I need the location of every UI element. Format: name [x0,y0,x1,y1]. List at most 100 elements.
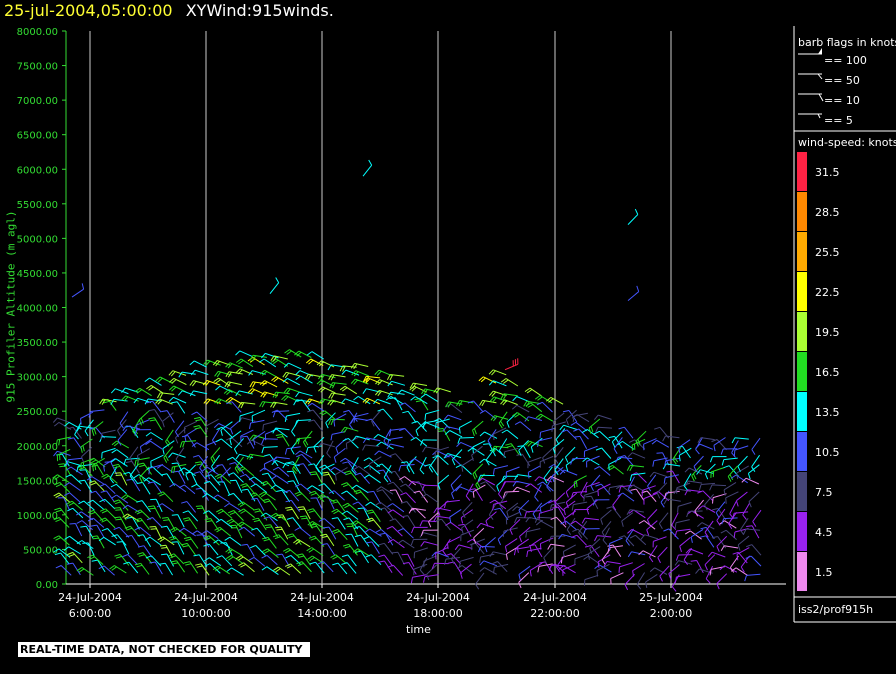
wind-barb [340,426,359,434]
y-tick-label: 5500.00 [17,200,58,211]
wind-barb [445,553,462,565]
wind-barb [671,512,679,531]
wind-barb [353,489,370,501]
wind-barb [477,477,496,486]
wind-barb [652,457,668,467]
wind-barb [55,436,72,446]
wind-barb [743,528,761,535]
wind-barb [716,535,728,552]
color-label: 19.5 [815,326,840,339]
wind-barb [626,464,645,472]
wind-barb [111,449,129,459]
wind-barb [366,517,382,530]
wind-barb [353,412,369,423]
wind-barb [171,541,185,555]
wind-barb [116,541,130,555]
wind-barb [648,545,658,563]
wind-barb [410,436,428,447]
legend-barb-tick [817,73,823,80]
wind-barb [506,502,519,518]
wind-barb [461,457,474,472]
wind-barb [57,497,71,511]
wind-barb [410,538,428,546]
barb-legend-100: == 100 [824,54,867,67]
wind-barb [408,507,426,514]
wind-barb [317,561,334,573]
wind-barb [215,438,233,449]
wind-barb [260,512,278,522]
wind-barb [220,421,233,436]
wind-barb [374,369,393,377]
wind-barb [523,400,541,408]
wind-barb [262,536,277,549]
wind-barb [402,562,417,575]
wind-barb [535,520,554,529]
wind-barb [217,481,230,495]
wind-barb [171,462,185,476]
wind-barb [76,425,94,432]
wind-barb [124,525,140,538]
wind-barb [261,566,279,576]
wind-barb [422,446,440,453]
wind-barb [505,512,520,525]
wind-barb [54,481,71,493]
wind-barb [534,516,552,523]
wind-barb [297,506,311,520]
wind-barb [736,465,749,480]
wind-barb [238,401,256,409]
wind-barb [317,442,336,449]
wind-barb [246,453,265,461]
wind-barb [497,529,509,546]
wind-barb [91,535,105,549]
wind-barb [272,456,290,463]
wind-barb [374,450,392,458]
wind-barb [428,455,438,473]
wind-barb [413,490,429,503]
wind-barb [126,478,141,492]
wind-barb [401,461,415,475]
wind-barb [444,454,461,466]
wind-barb [201,530,219,540]
wind-barb [606,506,622,519]
wind-barb [684,489,702,496]
wind-barb [454,544,473,551]
wind-barb [67,437,83,450]
wind-barb [713,437,726,452]
wind-barb [674,519,690,529]
wind-barb [342,502,359,513]
wind-barb [720,448,738,455]
x-tick-date: 24-Jul-2004 [174,591,238,604]
wind-barb [723,481,737,496]
wind-barb [570,421,588,432]
wind-barb [270,512,288,523]
wind-barb [711,439,727,451]
wind-barb [329,382,347,389]
wind-barb [451,483,463,500]
x-tick-time: 18:00:00 [413,607,462,620]
wind-barb [99,398,117,405]
wind-barb [192,454,208,467]
wind-barb [296,561,312,573]
wind-barb [709,484,727,491]
wind-barb [574,435,588,449]
wind-barb [309,561,325,574]
wind-barb [697,522,715,530]
x-tick-date: 24-Jul-2004 [406,591,470,604]
wind-barb [636,572,646,590]
wind-barb [191,483,208,494]
wind-barb [498,411,508,429]
wind-barb [595,447,612,459]
wind-barb [262,498,278,511]
wind-barb [721,457,738,466]
wind-barb [306,547,324,557]
wind-barb [184,428,198,442]
wind-barb [81,446,93,463]
wind-barb [308,463,323,476]
wind-barb [175,447,185,465]
wind-barb [294,491,311,503]
barb-legend-50: == 50 [824,74,860,87]
wind-barb [121,387,139,393]
wind-barb [685,548,704,555]
wind-barb [697,490,714,501]
wind-barb [675,554,693,561]
